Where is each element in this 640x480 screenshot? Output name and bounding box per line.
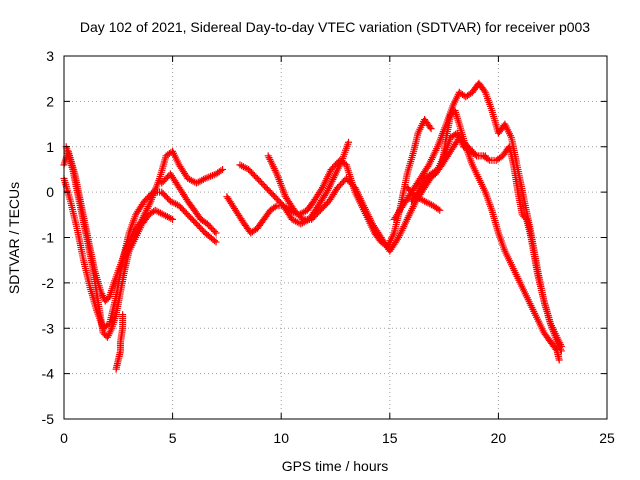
data-point bbox=[210, 237, 218, 245]
y-axis: -5 -4 -3 -2 -1 0 1 2 3 bbox=[42, 48, 607, 427]
data-point bbox=[322, 190, 330, 198]
data-point bbox=[436, 206, 444, 214]
data-point bbox=[424, 163, 432, 171]
y-tick-label: 0 bbox=[46, 184, 54, 200]
series-track-g bbox=[236, 138, 353, 228]
x-tick-label: 20 bbox=[491, 430, 507, 446]
data-layer bbox=[60, 79, 565, 373]
y-tick-label: -5 bbox=[42, 411, 55, 427]
data-point bbox=[480, 87, 488, 95]
series-track-i bbox=[390, 79, 565, 355]
y-tick-label: 1 bbox=[46, 139, 54, 155]
x-tick-label: 15 bbox=[382, 430, 398, 446]
y-tick-label: 3 bbox=[46, 48, 54, 64]
x-tick-label: 5 bbox=[169, 430, 177, 446]
chart-title: Day 102 of 2021, Sidereal Day-to-day VTE… bbox=[80, 19, 590, 35]
data-point bbox=[427, 125, 435, 133]
data-point bbox=[297, 214, 305, 222]
y-tick-label: -3 bbox=[42, 320, 55, 336]
data-point bbox=[471, 151, 479, 159]
x-axis-label: GPS time / hours bbox=[282, 458, 389, 474]
y-tick-label: 2 bbox=[46, 93, 54, 109]
data-point bbox=[211, 227, 219, 235]
data-point bbox=[557, 342, 565, 350]
y-tick-label: -1 bbox=[42, 230, 55, 246]
data-point bbox=[345, 138, 353, 146]
x-tick-label: 0 bbox=[60, 430, 68, 446]
y-tick-label: -2 bbox=[42, 275, 55, 291]
data-point bbox=[219, 165, 227, 173]
data-point bbox=[555, 356, 563, 364]
data-point bbox=[212, 238, 220, 246]
series-track-d bbox=[112, 311, 127, 373]
series-track-j bbox=[418, 106, 563, 364]
data-point bbox=[271, 203, 279, 211]
series-track-b bbox=[62, 143, 177, 341]
data-point bbox=[148, 190, 156, 198]
data-point bbox=[484, 155, 492, 163]
y-tick-label: -4 bbox=[42, 366, 55, 382]
series-track-c bbox=[60, 175, 220, 332]
data-point bbox=[393, 235, 401, 243]
plot-frame bbox=[63, 55, 608, 420]
x-tick-label: 25 bbox=[599, 430, 615, 446]
data-point bbox=[521, 214, 529, 222]
series-track-k bbox=[408, 129, 565, 350]
data-point bbox=[119, 311, 127, 319]
y-axis-label: SDTVAR / TECUs bbox=[6, 182, 22, 294]
data-point bbox=[169, 215, 177, 223]
data-point bbox=[317, 185, 325, 193]
data-point bbox=[552, 345, 560, 353]
data-point bbox=[217, 167, 225, 175]
data-point bbox=[212, 229, 220, 237]
series-track-e bbox=[158, 170, 220, 237]
data-point bbox=[426, 123, 434, 131]
x-axis: 0 5 10 15 20 25 bbox=[60, 56, 615, 446]
series-track-l bbox=[403, 184, 444, 214]
grid bbox=[64, 56, 607, 419]
x-tick-label: 10 bbox=[273, 430, 289, 446]
data-point bbox=[434, 205, 442, 213]
